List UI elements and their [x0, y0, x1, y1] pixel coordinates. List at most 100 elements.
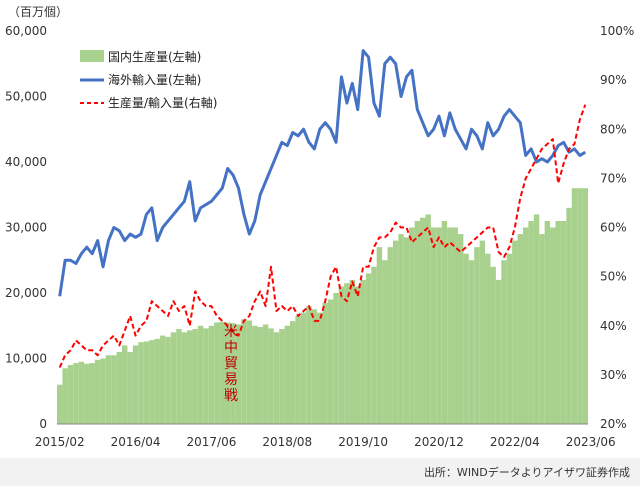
production-bar — [273, 332, 280, 424]
combo-chart: （百万個） 0 10,000 20,000 30,000 40,000 50,000 60,… — [5, 5, 634, 449]
production-bar — [311, 309, 318, 425]
production-bar — [371, 266, 377, 424]
x-axis-tick-label: 2022/04 — [490, 435, 540, 449]
production-bar — [165, 336, 171, 424]
production-bar — [430, 227, 437, 424]
production-bar — [241, 319, 247, 424]
right-axis-tick-label: 50% — [600, 270, 627, 284]
production-bar — [89, 363, 95, 424]
legend-label-production: 国内生産量(左軸) — [108, 49, 201, 64]
production-bar — [154, 338, 160, 424]
production-bar — [73, 363, 79, 424]
production-bar — [403, 237, 410, 424]
production-bar — [349, 279, 356, 424]
x-axis-tick-label: 2016/04 — [111, 435, 161, 449]
production-bar — [474, 247, 480, 424]
production-bar — [522, 227, 529, 424]
left-axis-tick-label: 30,000 — [5, 221, 47, 235]
production-bar — [138, 342, 144, 425]
legend-swatch-production — [80, 50, 104, 62]
production-bar — [571, 188, 578, 424]
annotation-char: 戦 — [224, 388, 238, 404]
production-bar — [392, 240, 399, 424]
production-bar — [376, 247, 383, 424]
left-axis-tick-label: 50,000 — [5, 90, 47, 104]
x-axis-tick-label: 2023/06 — [566, 435, 616, 449]
source-bar: 出所：WINDデータよりアイザワ証券作成 — [0, 458, 640, 486]
production-bar — [452, 227, 458, 424]
annotation-char: 易 — [224, 372, 238, 388]
production-bar — [295, 315, 301, 424]
production-bar — [544, 220, 551, 424]
production-bar — [219, 321, 225, 424]
production-bar — [539, 234, 545, 424]
legend-label-imports: 海外輸入量(左軸) — [108, 72, 201, 87]
production-bar — [398, 234, 404, 424]
production-bar — [463, 253, 469, 424]
legend-label-ratio: 生産量/輸入量(右軸) — [108, 95, 217, 110]
left-axis-tick-label: 40,000 — [5, 155, 47, 169]
production-bar — [127, 351, 133, 424]
annotation-char: 米 — [224, 324, 238, 340]
production-bar — [257, 327, 263, 424]
production-bar — [57, 384, 63, 424]
right-axis-tick-label: 90% — [600, 73, 627, 87]
production-bar — [457, 234, 464, 424]
right-axis-tick-label: 30% — [600, 368, 627, 382]
production-bar — [420, 217, 426, 424]
production-bar — [100, 358, 106, 424]
production-bar — [447, 227, 453, 424]
production-bar — [533, 214, 540, 424]
production-bar — [528, 220, 534, 424]
production-bar — [441, 220, 448, 424]
production-bar — [409, 227, 415, 424]
x-axis-tick-label: 2017/06 — [186, 435, 236, 449]
production-bar — [555, 220, 561, 424]
production-bar — [224, 322, 231, 424]
axes: 0 10,000 20,000 30,000 40,000 50,000 60,000 20%… — [5, 24, 634, 449]
production-bar — [485, 253, 491, 424]
production-bar — [360, 279, 366, 424]
production-bar — [181, 332, 188, 424]
production-bar — [230, 323, 236, 424]
production-bar — [279, 329, 285, 424]
production-bar — [306, 306, 312, 424]
left-axis-unit: （百万個） — [8, 5, 68, 19]
production-bar — [495, 279, 502, 424]
right-axis-tick-label: 70% — [600, 171, 627, 185]
production-bar — [501, 260, 507, 424]
production-bar — [436, 227, 442, 424]
production-bar — [143, 341, 150, 424]
production-bar — [490, 266, 496, 424]
production-bar — [176, 329, 182, 424]
production-bar — [582, 188, 588, 424]
production-bar — [284, 325, 290, 424]
production-bar — [512, 240, 518, 424]
production-bar — [560, 220, 567, 424]
production-bar — [317, 312, 323, 424]
production-bar — [365, 273, 372, 424]
production-bar — [577, 188, 583, 424]
production-bar — [94, 359, 101, 424]
production-bar — [159, 335, 166, 424]
production-bar — [550, 227, 556, 424]
right-axis-tick-label: 40% — [600, 319, 627, 333]
production-bar — [246, 320, 253, 424]
production-bar — [111, 355, 117, 424]
production-bar — [338, 286, 345, 424]
production-bar — [78, 361, 85, 424]
production-bar — [105, 355, 112, 424]
production-bar — [382, 260, 388, 424]
production-bar — [252, 325, 258, 424]
legend: 国内生産量(左軸) 海外輸入量(左軸) 生産量/輸入量(右軸) — [80, 49, 217, 110]
left-axis-tick-label: 60,000 — [5, 24, 47, 38]
production-bar — [187, 330, 193, 424]
production-bar — [327, 299, 334, 424]
production-bar — [344, 283, 350, 424]
production-bar — [517, 234, 523, 424]
production-bar — [387, 247, 393, 424]
right-axis-tick-label: 80% — [600, 122, 627, 136]
source-note: 出所：WINDデータよりアイザワ証券作成 — [423, 466, 630, 479]
production-bar — [197, 325, 204, 424]
